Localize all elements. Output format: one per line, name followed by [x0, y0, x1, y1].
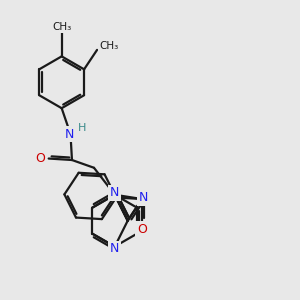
Text: N: N [64, 128, 74, 141]
Text: N: N [110, 186, 119, 199]
Text: O: O [35, 152, 45, 165]
Text: N: N [139, 191, 148, 204]
Text: CH₃: CH₃ [52, 22, 71, 32]
Text: O: O [137, 223, 147, 236]
Text: H: H [77, 123, 86, 133]
Text: N: N [110, 242, 119, 255]
Text: CH₃: CH₃ [100, 41, 119, 51]
